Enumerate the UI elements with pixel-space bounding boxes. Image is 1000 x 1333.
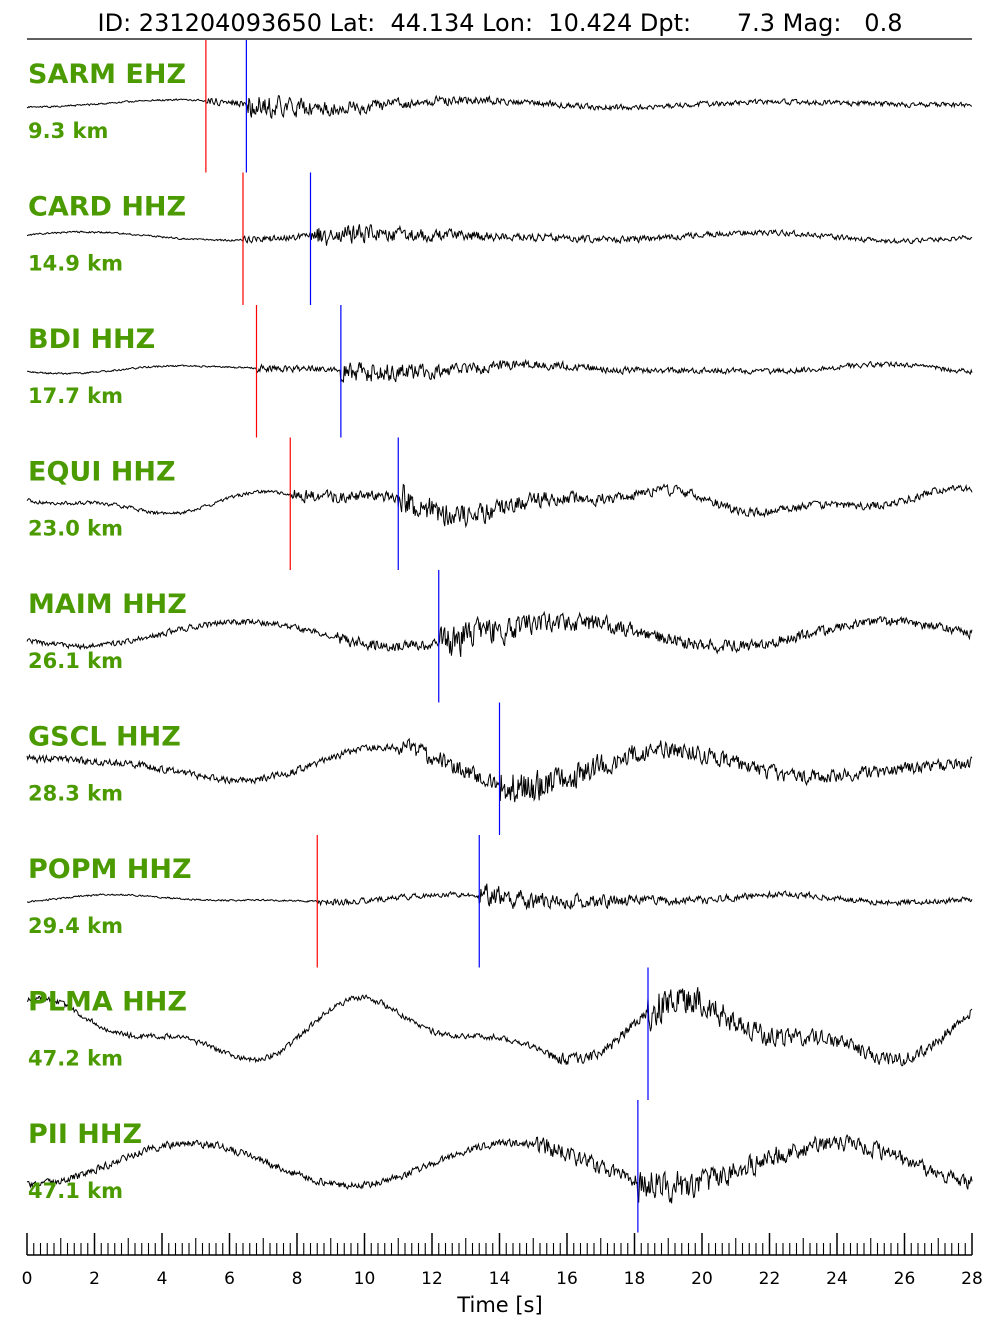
station-name: CARD HHZ [28, 192, 186, 223]
station-panel: POPM HHZ 29.4 km [27, 835, 973, 968]
waveform-trace [26, 224, 973, 246]
waveform-trace [26, 358, 973, 383]
station-panel: PII HHZ 47.1 km [26, 1100, 973, 1233]
station-distance: 47.2 km [28, 1047, 123, 1071]
x-tick-label: 20 [691, 1269, 713, 1289]
station-panel: MAIM HHZ 26.1 km [26, 570, 973, 703]
station-panel: GSCL HHZ 28.3 km [26, 702, 973, 835]
station-distance: 28.3 km [28, 782, 123, 806]
station-panel: BDI HHZ 17.7 km [26, 305, 973, 438]
x-tick-label: 28 [961, 1269, 983, 1289]
x-tick-label: 26 [894, 1269, 916, 1289]
time-axis: 0 2 4 6 8 10 12 14 16 18 20 22 24 26 28 [22, 1233, 983, 1289]
x-tick-label: 22 [759, 1269, 781, 1289]
station-traces: SARM EHZ 9.3 km CARD HHZ 14.9 km BDI HHZ 17.7… [26, 40, 973, 1233]
station-distance: 47.1 km [28, 1179, 123, 1203]
x-tick-label: 12 [421, 1269, 443, 1289]
station-name: GSCL HHZ [28, 722, 181, 753]
x-tick-label: 18 [624, 1269, 646, 1289]
station-distance: 17.7 km [28, 384, 123, 408]
waveform-trace [27, 987, 973, 1067]
waveform-trace [27, 883, 973, 911]
waveform-trace [26, 94, 973, 120]
station-name: PLMA HHZ [28, 987, 187, 1018]
station-distance: 23.0 km [28, 517, 123, 541]
station-panel: SARM EHZ 9.3 km [26, 40, 973, 173]
x-tick-label: 14 [489, 1269, 511, 1289]
station-panel: PLMA HHZ 47.2 km [27, 967, 973, 1100]
waveform-trace [26, 1133, 973, 1204]
station-name: POPM HHZ [28, 854, 192, 885]
station-panel: CARD HHZ 14.9 km [26, 172, 973, 305]
chart-title: ID: 231204093650 Lat: 44.134 Lon: 10.424… [98, 9, 903, 37]
x-axis-label: Time [s] [456, 1293, 542, 1317]
x-tick-label: 8 [292, 1269, 303, 1289]
x-tick-label: 4 [157, 1269, 168, 1289]
x-tick-label: 0 [22, 1269, 33, 1289]
x-tick-label: 2 [89, 1269, 100, 1289]
station-distance: 29.4 km [28, 914, 123, 938]
x-tick-label: 10 [354, 1269, 376, 1289]
station-name: EQUI HHZ [28, 457, 176, 488]
station-distance: 26.1 km [28, 649, 123, 673]
station-distance: 9.3 km [28, 119, 108, 143]
waveform-trace [26, 610, 973, 657]
x-tick-label: 16 [556, 1269, 578, 1289]
station-name: MAIM HHZ [28, 589, 187, 620]
station-panel: EQUI HHZ 23.0 km [26, 437, 973, 570]
station-name: SARM EHZ [28, 59, 186, 90]
x-tick-label: 24 [826, 1269, 848, 1289]
waveform-trace [26, 483, 973, 529]
station-name: PII HHZ [28, 1119, 142, 1150]
station-name: BDI HHZ [28, 324, 155, 355]
x-tick-label: 6 [224, 1269, 235, 1289]
station-distance: 14.9 km [28, 252, 123, 276]
